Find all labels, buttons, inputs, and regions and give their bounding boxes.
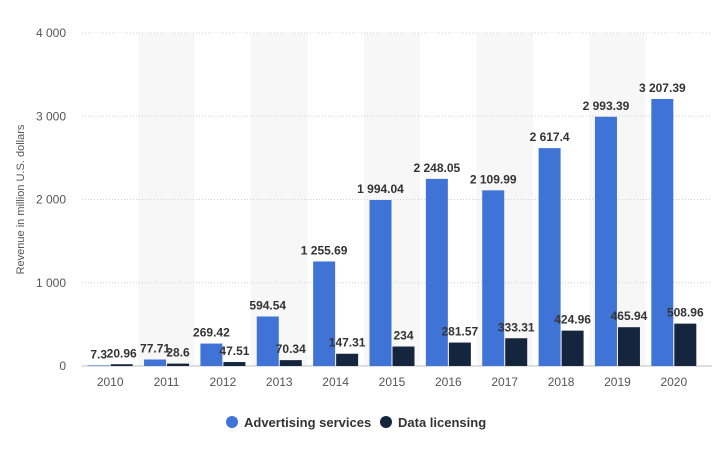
bar-data-licensing[interactable] [392,346,415,366]
x-tick-label: 2016 [435,375,462,389]
bar-data-licensing[interactable] [505,338,528,366]
y-tick-label: 4 000 [36,26,66,40]
data-label: 147.31 [329,336,366,350]
legend-label: Advertising services [244,415,371,430]
x-tick-label: 2020 [660,375,687,389]
bar-advertising[interactable] [313,261,336,366]
bar-data-licensing[interactable] [336,353,359,366]
data-label: 1 255.69 [301,243,348,257]
x-tick-label: 2011 [154,375,180,389]
data-label: 2 248.05 [414,161,461,175]
y-tick-label: 1 000 [36,276,66,290]
legend-label: Data licensing [398,415,486,430]
bar-data-licensing[interactable] [561,330,584,366]
data-label: 269.42 [193,326,230,340]
bar-data-licensing[interactable] [167,363,190,366]
bars [87,98,697,367]
data-label: 594.54 [249,299,286,313]
bar-advertising[interactable] [256,316,279,366]
data-label: 70.34 [276,342,306,356]
x-tick-label: 2012 [210,375,237,389]
bar-advertising[interactable] [538,148,561,366]
bar-data-licensing[interactable] [279,360,302,366]
bar-advertising[interactable] [594,116,617,366]
bar-data-licensing[interactable] [674,323,697,366]
x-tick-label: 2015 [379,375,406,389]
y-tick-label: 3 000 [36,109,66,123]
data-label: 508.96 [667,306,704,320]
legend: Advertising services Data licensing [226,415,486,430]
bar-data-licensing[interactable] [110,364,133,366]
x-tick-label: 2010 [97,375,124,389]
legend-item-advertising[interactable]: Advertising services [226,415,371,430]
bar-advertising[interactable] [425,178,448,366]
bar-data-licensing[interactable] [617,327,640,366]
data-label: 2 993.39 [583,99,630,113]
bar-advertising[interactable] [482,190,505,366]
data-label: 465.94 [611,309,648,323]
bar-advertising[interactable] [200,343,223,366]
data-label: 234 [393,329,413,343]
bar-data-licensing[interactable] [448,342,471,366]
data-label: 424.96 [554,313,591,327]
legend-item-data-licensing[interactable]: Data licensing [380,415,486,430]
x-tick-label: 2013 [266,375,293,389]
bar-advertising[interactable] [369,199,392,366]
bar-advertising[interactable] [87,365,110,366]
data-label: 47.51 [219,344,249,358]
y-tick-label: 0 [59,359,66,373]
x-tick-label: 2014 [322,375,349,389]
y-axis-ticks: 0 1 000 2 000 3 000 4 000 [36,26,66,373]
y-axis-label: Revenue in million U.S. dollars [15,124,27,274]
bar-advertising[interactable] [651,98,674,367]
data-label: 28.6 [166,346,190,360]
data-label: 77.71 [140,342,170,356]
x-tick-label: 2018 [548,375,575,389]
data-label: 333.31 [498,320,535,334]
legend-marker [380,416,392,428]
data-label: 2 617.4 [530,130,570,144]
data-label: 1 994.04 [357,182,404,196]
data-label: 2 109.99 [470,172,517,186]
y-tick-label: 2 000 [36,193,66,207]
x-tick-label: 2019 [604,375,631,389]
bar-data-licensing[interactable] [223,362,246,366]
x-axis-ticks: 2010 2011 2012 2013 2014 2015 2016 2017 2018 2019… [97,375,688,389]
data-label: 281.57 [442,325,479,339]
x-tick-label: 2017 [491,375,518,389]
legend-marker [226,416,238,428]
data-label: 3 207.39 [639,81,686,95]
bar-advertising[interactable] [144,359,167,366]
data-label: 20.96 [107,346,137,360]
data-label: 7.3 [90,347,107,361]
